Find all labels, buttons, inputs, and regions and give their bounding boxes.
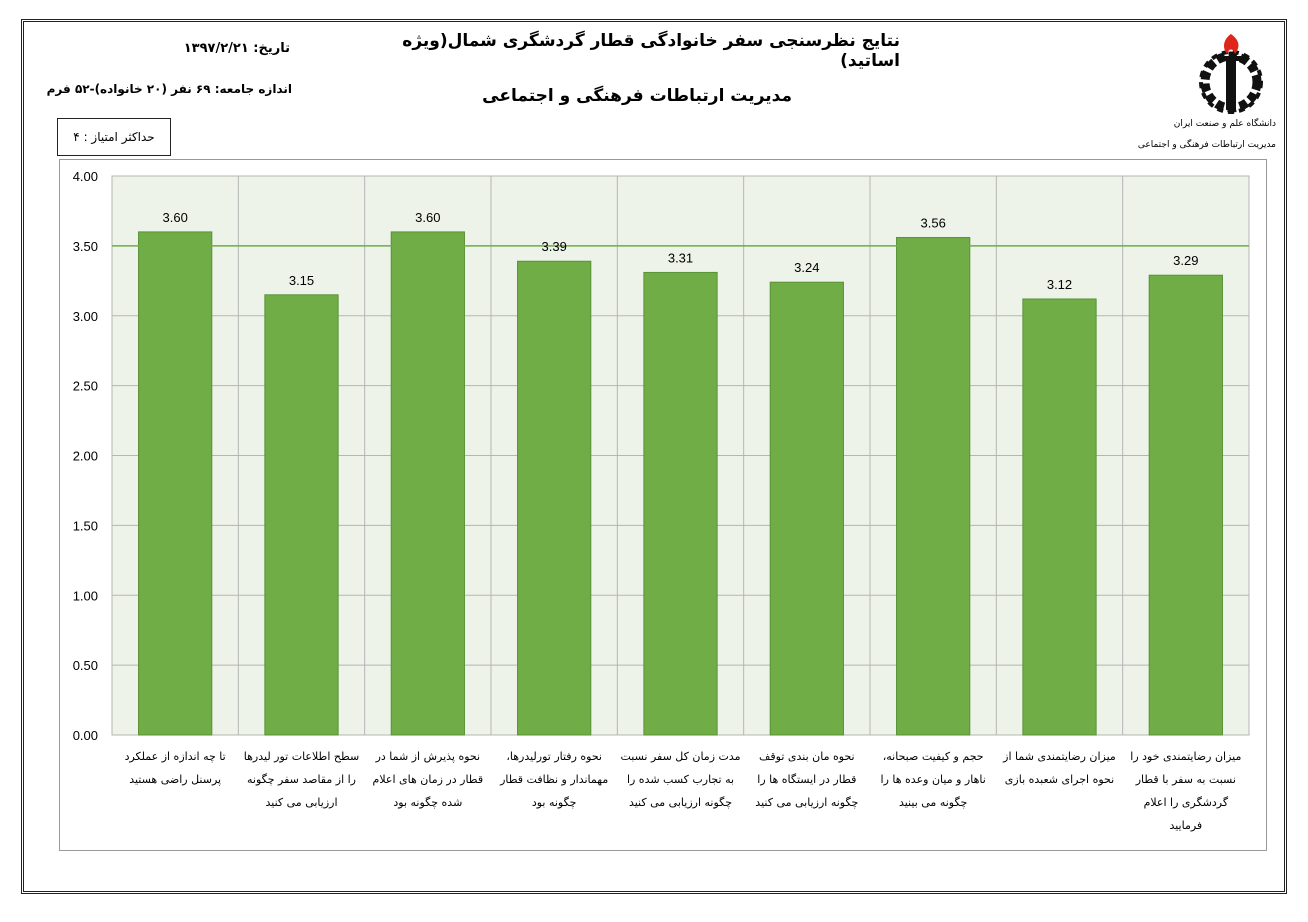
bars: [138, 231, 1223, 736]
y-tick-label: 3.00: [73, 309, 98, 324]
bar: [517, 260, 592, 736]
bar: [1148, 274, 1223, 736]
category-label-line: نحوه مان بندی توقف: [759, 750, 855, 763]
y-tick-label: 2.00: [73, 449, 98, 464]
university-gear-torch-logo-icon: [1199, 34, 1263, 114]
x-gridlines: [237, 176, 1124, 735]
category-label: نحوه پذیرش از شما در قطار در زمان های اعل…: [366, 745, 490, 814]
category-label-line: میزان رضایتمندی شما از: [1003, 750, 1116, 763]
data-label: 3.15: [289, 273, 314, 288]
category-label: نحوه رفتار تورلیدرها، مهماندار و نظافت قط…: [492, 745, 616, 814]
data-label: 3.60: [163, 210, 188, 225]
category-label: حجم و کیفیت صبحانه، ناهار و میان وعده ها …: [871, 745, 995, 814]
y-tick-label: 0.00: [73, 728, 98, 743]
category-label-line: مدت زمان کل سفر نسبت: [620, 750, 741, 763]
category-label-line: چگونه بود: [531, 796, 577, 809]
category-label-line: گردشگری را اعلام: [1143, 796, 1229, 809]
category-label-line: سطح اطلاعات تور لیدرها: [243, 750, 360, 763]
y-tick-labels: 0.00 0.50 1.00 1.50 2.00 2.50 3.00 3.50 4.00: [73, 169, 98, 743]
category-label-line: حجم و کیفیت صبحانه،: [882, 750, 984, 763]
category-label-line: قطار در ایستگاه ها را: [757, 773, 857, 786]
y-tick-label: 4.00: [73, 169, 98, 184]
category-label: میزان رضایتمندی شما از نحوه اجرای شعبده ب…: [998, 745, 1122, 791]
category-label-line: میزان رضایتمندی خود را: [1130, 750, 1242, 763]
data-label: 3.39: [542, 239, 567, 254]
data-label: 3.24: [794, 260, 819, 275]
y-tick-label: 2.50: [73, 379, 98, 394]
category-label-line: تا چه اندازه از عملکرد: [124, 750, 226, 763]
bar: [264, 294, 339, 736]
category-label-line: فرمایید: [1169, 819, 1203, 832]
data-label: 3.31: [668, 250, 693, 265]
category-label-line: ارزیابی می کنید: [265, 796, 338, 809]
page-border: [21, 19, 1287, 894]
category-label-line: نسبت به سفر با قطار: [1135, 773, 1236, 786]
bar: [643, 271, 718, 736]
y-tick-label: 1.00: [73, 588, 98, 603]
category-label-line: قطار در زمان های اعلام: [372, 773, 484, 786]
logo-line-2: مدیریت ارتباطات فرهنگی و اجتماعی: [1137, 140, 1276, 150]
category-label-line: نحوه اجرای شعبده بازی: [1004, 773, 1115, 786]
logo-line-1: دانشگاه علم و صنعت ایران: [1173, 119, 1276, 129]
sample-size: اندازه جامعه: ۶۹ نفر (۲۰ خانواده)-۵۲ فرم: [46, 82, 292, 96]
y-tick-label: 1.50: [73, 518, 98, 533]
category-label: میزان رضایتمندی خود را نسبت به سفر با قطا…: [1124, 745, 1248, 837]
category-label-line: پرسنل راضی هستید: [129, 773, 222, 786]
category-label: تا چه اندازه از عملکرد پرسنل راضی هستید: [113, 745, 237, 791]
chart-area-border: [59, 159, 1267, 851]
data-label: 3.60: [415, 210, 440, 225]
category-label: نحوه مان بندی توقف قطار در ایستگاه ها را چ…: [745, 745, 869, 814]
bar: [1022, 298, 1097, 736]
category-label-line: مهماندار و نظافت قطار: [500, 773, 609, 786]
max-score-label: حداکثر امتیاز : ۴: [73, 130, 155, 144]
category-label-line: را از مقاصد سفر چگونه: [246, 773, 356, 786]
bar: [390, 231, 465, 736]
category-label-line: ناهار و میان وعده ها را: [880, 773, 986, 786]
data-labels: 3.60 3.15 3.60 3.39 3.31 3.24 3.56 3.12 3.29: [163, 210, 1199, 292]
y-tick-label: 3.50: [73, 239, 98, 254]
data-label: 3.56: [921, 215, 946, 230]
department-subtitle: مدیریت ارتباطات فرهنگی و اجتماعی: [482, 86, 792, 106]
max-score-box: حداکثر امتیاز : ۴: [57, 118, 171, 156]
y-tick-label: 0.50: [73, 658, 98, 673]
category-label: سطح اطلاعات تور لیدرها را از مقاصد سفر چگ…: [240, 745, 364, 814]
report-date: تاریخ: ۱۳۹۷/۲/۲۱: [183, 41, 290, 56]
category-label-line: نحوه پذیرش از شما در: [375, 750, 481, 763]
data-label: 3.29: [1173, 253, 1198, 268]
category-label-line: شده چگونه بود: [393, 796, 463, 809]
category-label-line: نحوه رفتار تورلیدرها،: [506, 750, 602, 763]
category-label-line: چگونه ارزیابی می کنید: [755, 796, 859, 809]
bar: [769, 281, 844, 736]
category-label-line: چگونه می بینید: [898, 796, 968, 809]
bar: [138, 231, 213, 736]
category-label-line: چگونه ارزیابی می کنید: [628, 796, 733, 809]
bar: [896, 236, 971, 736]
report-title: نتایج نظرسنجی سفر خانوادگی قطار گردشگری …: [402, 31, 900, 71]
category-label: مدت زمان کل سفر نسبت به تجارب کسب شده را چ…: [619, 745, 743, 814]
category-label-line: به تجارب کسب شده را: [626, 773, 735, 786]
data-label: 3.12: [1047, 277, 1072, 292]
